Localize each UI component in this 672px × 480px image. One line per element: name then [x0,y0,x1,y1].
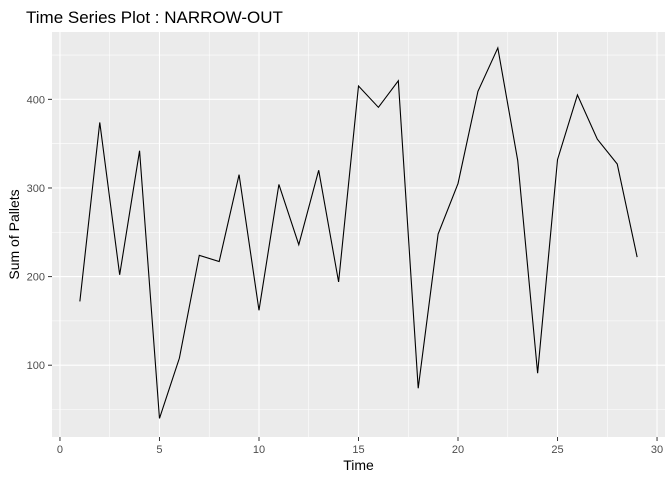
y-tick-label: 400 [27,94,45,106]
series-line [79,46,638,419]
y-tick-label: 200 [27,272,45,284]
x-tick-label: 0 [57,444,63,456]
major-grid [52,32,665,437]
x-tick-label: 15 [352,444,364,456]
x-axis: 0 5 10 15 20 25 30 [57,437,663,456]
x-tick-label: 5 [156,444,162,456]
x-tick-label: 25 [551,444,563,456]
chart-title: Time Series Plot : NARROW-OUT [26,8,283,27]
y-tick-label: 300 [27,183,45,195]
y-axis: 100 200 300 400 [27,94,52,372]
y-axis-title: Sum of Pallets [6,189,22,279]
x-axis-title: Time [343,457,374,473]
x-tick-label: 30 [651,444,663,456]
x-tick-label: 10 [253,444,265,456]
x-tick-label: 20 [452,444,464,456]
y-tick-label: 100 [27,360,45,372]
